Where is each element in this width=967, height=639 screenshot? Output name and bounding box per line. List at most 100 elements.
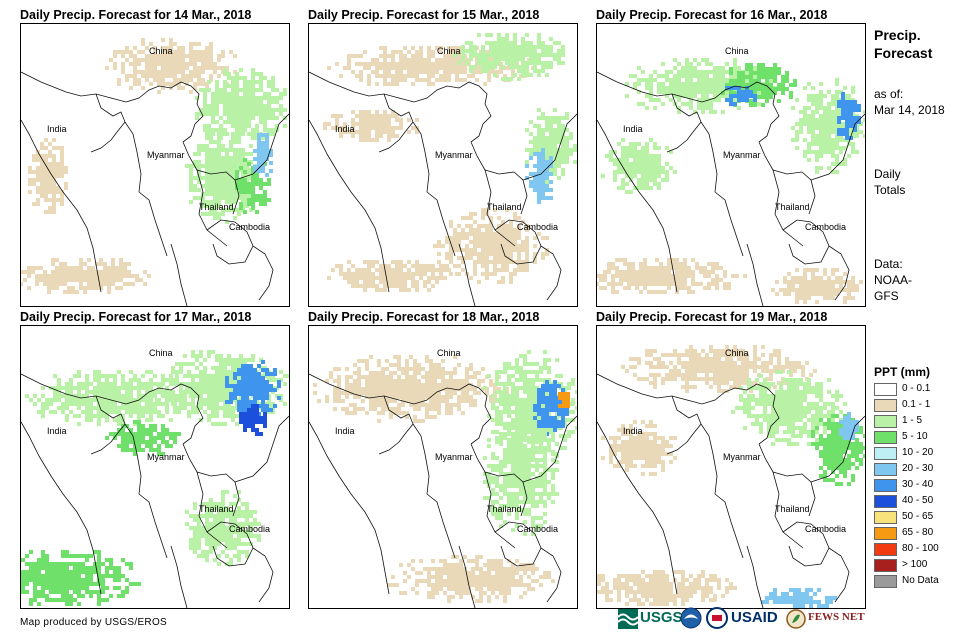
precip-cell [117, 444, 121, 448]
precip-cell [191, 374, 195, 378]
precip-cell [233, 192, 237, 196]
precip-cell [465, 224, 469, 228]
precip-cell [705, 102, 709, 106]
precip-cell [659, 290, 663, 294]
precip-cell [485, 248, 489, 252]
precip-cell [365, 379, 369, 383]
precip-cell [361, 387, 365, 391]
precip-cell [157, 448, 161, 452]
precip-cell [679, 270, 683, 274]
precip-cell [41, 586, 45, 590]
precip-cell [129, 402, 133, 406]
precip-cell [69, 594, 73, 598]
precip-cell [89, 590, 93, 594]
precip-cell [395, 66, 399, 70]
precip-cell [799, 296, 803, 300]
precip-cell [199, 402, 203, 406]
precip-cell [141, 86, 145, 90]
precip-cell [847, 142, 851, 146]
precip-cell [445, 403, 449, 407]
precip-cell [221, 188, 225, 192]
precip-cell [611, 290, 615, 294]
precip-cell [161, 428, 165, 432]
precip-cell [473, 236, 477, 240]
precip-cell [629, 190, 633, 194]
precip-cell [71, 274, 75, 278]
precip-cell [643, 270, 647, 274]
precip-cell [681, 74, 685, 78]
precip-cell [533, 164, 537, 168]
precip-cell [561, 152, 565, 156]
precip-cell [169, 436, 173, 440]
precip-cell [155, 390, 159, 394]
precip-cell [121, 374, 125, 378]
precip-cell [421, 367, 425, 371]
precip-cell [437, 244, 441, 248]
precip-cell [121, 594, 125, 598]
precip-cell [553, 57, 557, 61]
precip-cell [385, 359, 389, 363]
precip-cell [89, 410, 93, 414]
precip-cell [685, 78, 689, 82]
precip-cell [183, 390, 187, 394]
precip-cell [455, 78, 459, 82]
precip-cell [501, 240, 505, 244]
precip-cell [463, 78, 467, 82]
precip-cell [485, 240, 489, 244]
precip-cell [239, 100, 243, 104]
precip-cell [259, 194, 263, 198]
precip-cell [101, 414, 105, 418]
precip-cell [225, 160, 229, 164]
precip-cell [853, 104, 857, 108]
precip-cell [173, 74, 177, 78]
precip-cell [85, 566, 89, 570]
precip-cell [521, 73, 525, 77]
precip-cell [441, 371, 445, 375]
precip-cell [81, 386, 85, 390]
precip-cell [835, 94, 839, 98]
precip-cell [399, 70, 403, 74]
precip-cell [481, 248, 485, 252]
precip-cell [237, 212, 241, 216]
precip-cell [253, 510, 257, 514]
precip-cell [237, 554, 241, 558]
precip-cell [263, 128, 267, 132]
precip-cell [105, 390, 109, 394]
precip-cell [445, 411, 449, 415]
precip-cell [189, 58, 193, 62]
precip-cell [227, 358, 231, 362]
precip-cell [757, 95, 761, 99]
precip-cell [241, 132, 245, 136]
precip-cell [841, 96, 845, 100]
precip-cell [44, 162, 48, 166]
precip-cell [645, 174, 649, 178]
precip-cell [561, 148, 565, 152]
precip-cell [493, 57, 497, 61]
precip-cell [701, 106, 705, 110]
precip-cell [199, 398, 203, 402]
precip-cell [445, 256, 449, 260]
precip-cell [439, 78, 443, 82]
precip-cell [391, 280, 395, 284]
boundary-line [124, 423, 168, 559]
precip-cell [397, 379, 401, 383]
precip-cell [257, 169, 261, 173]
precip-cell [553, 128, 557, 132]
precip-cell [545, 196, 549, 200]
precip-cell [67, 266, 71, 270]
precip-cell [53, 598, 57, 602]
precip-cell [371, 272, 375, 276]
precip-cell [39, 266, 43, 270]
precip-cell [199, 112, 203, 116]
precip-cell [235, 128, 239, 132]
precip-cell [831, 94, 835, 98]
precip-cell [56, 146, 60, 150]
precip-cell [141, 42, 145, 46]
precip-cell [441, 399, 445, 403]
precip-cell [243, 358, 247, 362]
precip-cell [753, 79, 757, 83]
precip-cell [505, 232, 509, 236]
precip-cell [267, 108, 271, 112]
precip-cell [149, 444, 153, 448]
precip-cell [727, 282, 731, 286]
